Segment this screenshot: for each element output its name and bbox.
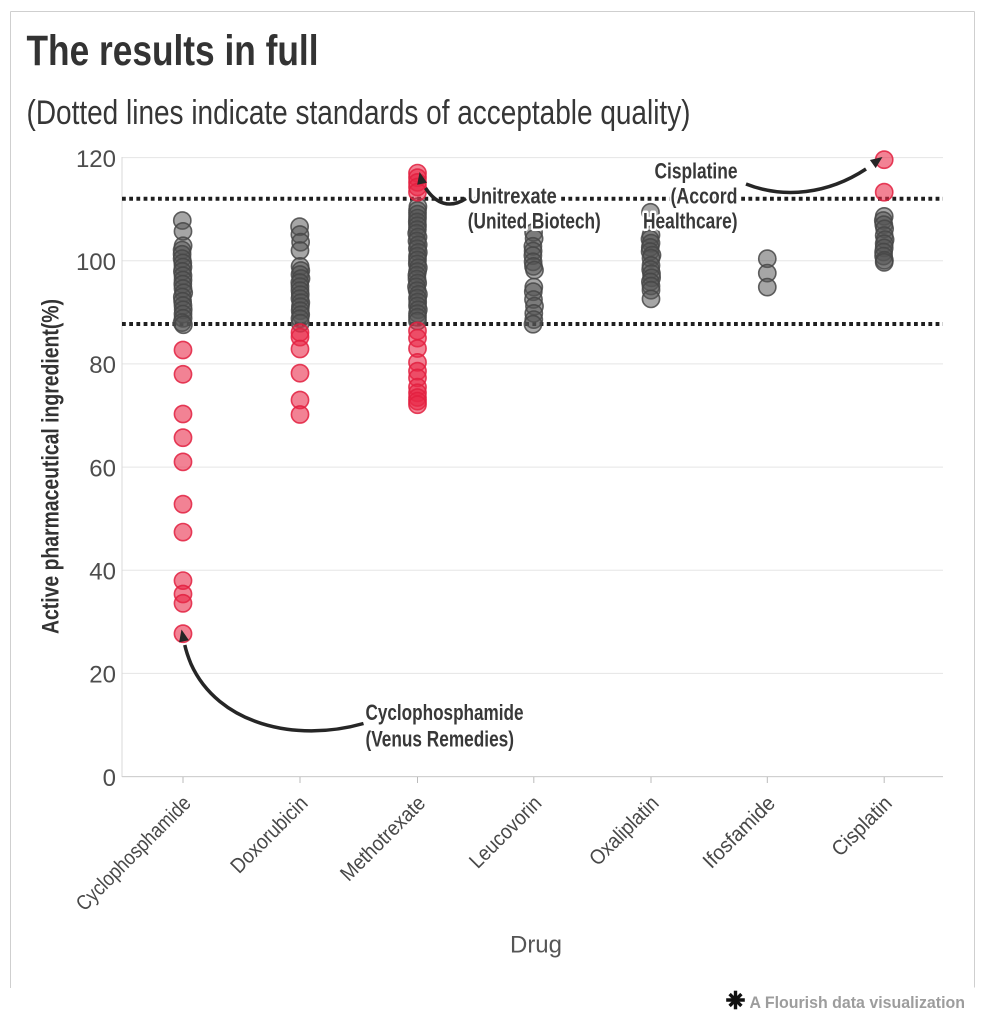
svg-text:Healthcare): Healthcare) — [643, 209, 738, 234]
svg-text:(Accord: (Accord — [671, 184, 738, 209]
svg-text:20: 20 — [89, 662, 116, 689]
svg-text:80: 80 — [89, 352, 116, 379]
svg-text:A Flourish data visualization: A Flourish data visualization — [750, 994, 966, 1012]
svg-text:Cisplatine: Cisplatine — [655, 159, 738, 184]
svg-text:The results in full: The results in full — [27, 27, 319, 75]
svg-text:40: 40 — [89, 559, 116, 586]
svg-text:60: 60 — [89, 455, 116, 482]
svg-text:(Venus Remedies): (Venus Remedies) — [366, 727, 515, 752]
svg-text:(United Biotech): (United Biotech) — [468, 209, 601, 234]
svg-text:0: 0 — [103, 765, 116, 792]
svg-text:120: 120 — [76, 146, 116, 173]
svg-text:(Dotted lines indicate standar: (Dotted lines indicate standards of acce… — [27, 94, 691, 132]
svg-text:Cyclophosphamide: Cyclophosphamide — [366, 700, 524, 725]
svg-text:100: 100 — [76, 249, 116, 276]
svg-text:Active pharmaceutical ingredie: Active pharmaceutical ingredient(%) — [38, 299, 65, 634]
svg-text:Unitrexate: Unitrexate — [468, 183, 557, 208]
svg-text:Drug: Drug — [510, 932, 562, 959]
